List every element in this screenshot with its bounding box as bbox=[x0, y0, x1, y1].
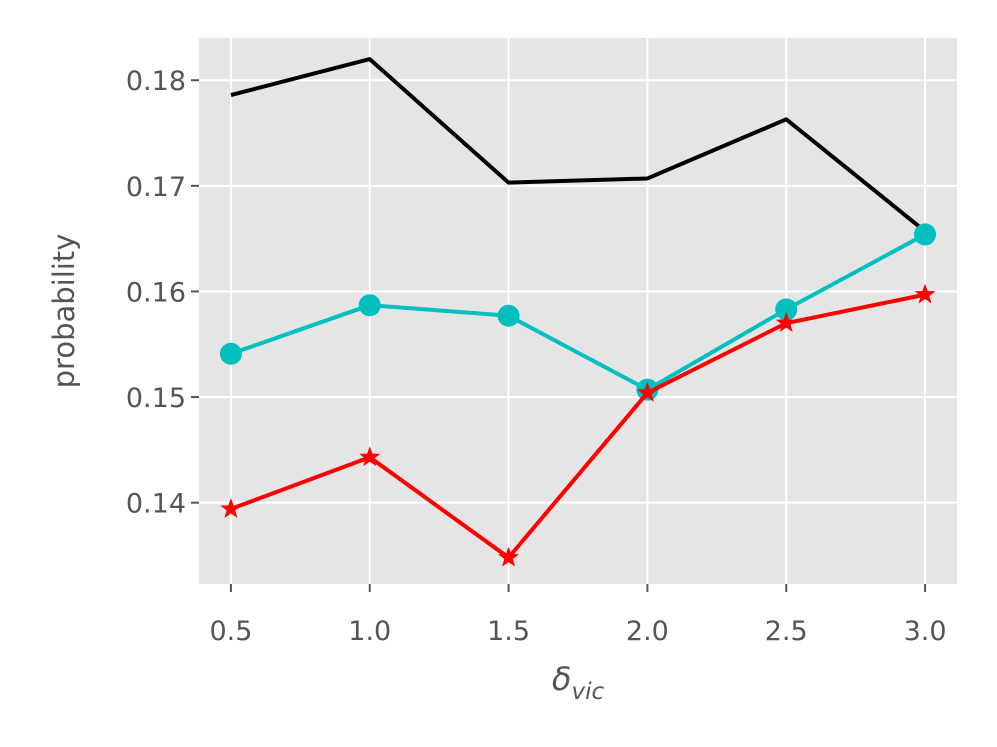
x-axis-label-subscript: vic bbox=[571, 679, 604, 705]
plot-background bbox=[199, 38, 957, 584]
data-point bbox=[359, 446, 381, 467]
y-axis-label: probability bbox=[47, 234, 81, 389]
y-tick-label: 0.14 bbox=[126, 489, 186, 520]
x-tick-label: 1.5 bbox=[487, 616, 530, 647]
data-point bbox=[775, 312, 797, 333]
data-point bbox=[636, 381, 658, 402]
series-line bbox=[230, 57, 927, 233]
series-2 bbox=[219, 223, 937, 401]
data-point bbox=[498, 546, 520, 567]
x-axis-ticks: 0.5 1.0 1.5 2.0 2.5 3.0 bbox=[209, 584, 947, 647]
data-point bbox=[358, 294, 381, 317]
y-tick-label: 0.15 bbox=[126, 383, 186, 414]
x-axis-label-main: δ bbox=[552, 660, 572, 698]
y-axis-ticks: 0.14 0.15 0.16 0.17 0.18 bbox=[126, 66, 199, 520]
data-point bbox=[914, 223, 937, 246]
x-tick-label: 0.5 bbox=[209, 616, 252, 647]
data-point bbox=[914, 283, 936, 304]
series-line bbox=[230, 232, 927, 392]
data-point bbox=[219, 342, 242, 365]
series-layer bbox=[219, 57, 937, 567]
data-point bbox=[775, 298, 798, 321]
data-point bbox=[220, 498, 242, 518]
data-point bbox=[497, 304, 520, 327]
x-tick-label: 2.0 bbox=[626, 616, 669, 647]
x-tick-label: 2.5 bbox=[765, 616, 808, 647]
series-3 bbox=[220, 283, 936, 567]
y-tick-label: 0.16 bbox=[126, 277, 186, 308]
series-line bbox=[230, 292, 926, 560]
x-axis-label: δvic bbox=[552, 660, 605, 705]
x-tick-label: 1.0 bbox=[348, 616, 391, 647]
y-tick-label: 0.18 bbox=[126, 66, 186, 97]
y-tick-label: 0.17 bbox=[126, 172, 186, 203]
series-1 bbox=[230, 57, 927, 233]
x-tick-label: 3.0 bbox=[904, 616, 947, 647]
